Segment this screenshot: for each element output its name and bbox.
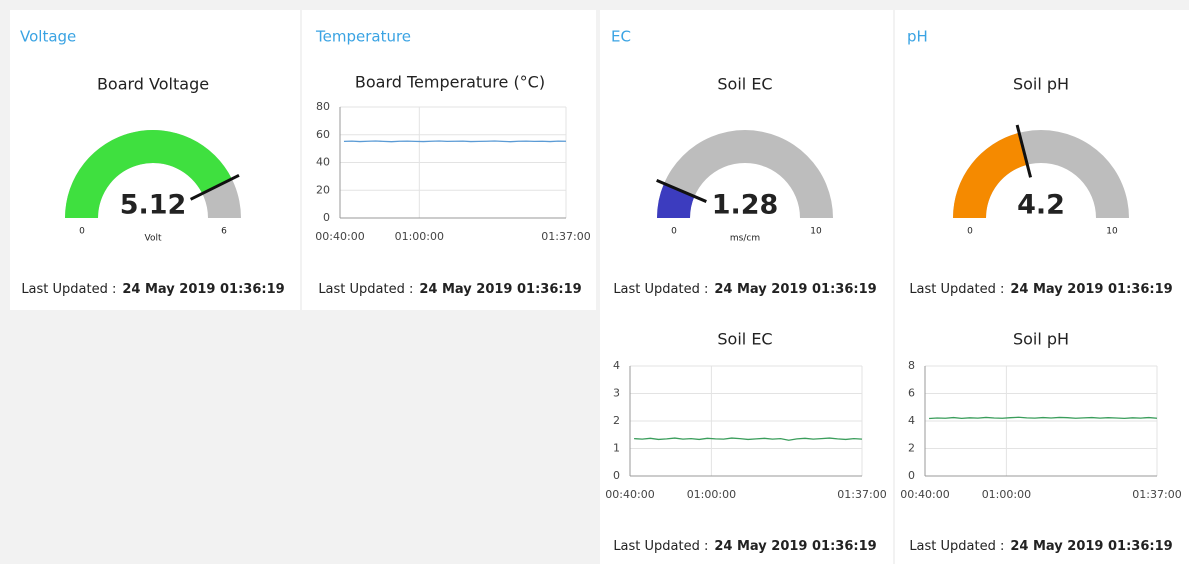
gauge-title: Soil pH (1013, 75, 1069, 94)
gauge-needle (189, 173, 240, 201)
last-updated: Last Updated : 24 May 2019 01:36:19 (909, 282, 1172, 297)
y-tick-label: 2 (613, 414, 620, 427)
group-title: Voltage (20, 28, 76, 46)
y-tick-label: 3 (613, 387, 620, 400)
x-tick-label: 00:40:00 (605, 488, 654, 501)
data-line (929, 416, 1158, 420)
gauge-fill (657, 183, 695, 218)
gauge-unit: ms/cm (730, 234, 760, 244)
gauge-needle (656, 179, 707, 203)
y-tick-label: 1 (613, 442, 620, 455)
last-updated: Last Updated : 24 May 2019 01:36:19 (21, 282, 284, 297)
last-updated: Last Updated : 24 May 2019 01:36:19 (613, 539, 876, 554)
gauge-title: Soil EC (717, 75, 772, 94)
gauge-tick-label: 6 (221, 227, 227, 237)
y-tick-label: 60 (316, 128, 330, 141)
gauge-fill (953, 132, 1028, 218)
y-tick-label: 4 (613, 359, 620, 372)
y-tick-label: 40 (316, 156, 330, 169)
y-tick-label: 80 (316, 100, 330, 113)
y-tick-label: 0 (323, 211, 330, 224)
last-updated-value: 24 May 2019 01:36:19 (714, 539, 876, 554)
x-tick-label: 00:40:00 (315, 230, 364, 243)
gauge-tick-label: 0 (967, 227, 973, 237)
x-tick-label: 01:37:00 (1132, 488, 1181, 501)
last-updated-value: 24 May 2019 01:36:19 (714, 282, 876, 297)
y-tick-label: 2 (908, 442, 915, 455)
last-updated-label: Last Updated : (613, 282, 708, 297)
last-updated-value: 24 May 2019 01:36:19 (122, 282, 284, 297)
last-updated-value: 24 May 2019 01:36:19 (1010, 539, 1172, 554)
gauge-title: Board Voltage (97, 75, 209, 94)
gauge-fill (65, 130, 232, 218)
gauge-tick-label: 0 (671, 227, 677, 237)
y-tick-label: 6 (908, 387, 915, 400)
x-tick-label: 01:37:00 (837, 488, 886, 501)
last-updated-value: 24 May 2019 01:36:19 (1010, 282, 1172, 297)
y-tick-label: 20 (316, 183, 330, 196)
gauge-tick-label: 10 (810, 227, 822, 237)
y-tick-label: 4 (908, 414, 915, 427)
card (895, 10, 1189, 564)
data-line (343, 140, 567, 143)
gauge-unit: Volt (145, 234, 162, 244)
chart-title: Board Temperature (°C) (355, 73, 545, 92)
y-tick-label: 0 (908, 469, 915, 482)
data-line (634, 437, 863, 441)
last-updated-label: Last Updated : (909, 282, 1004, 297)
last-updated-label: Last Updated : (613, 539, 708, 554)
y-tick-label: 8 (908, 359, 915, 372)
last-updated: Last Updated : 24 May 2019 01:36:19 (318, 282, 581, 297)
x-tick-label: 01:37:00 (541, 230, 590, 243)
x-tick-label: 01:00:00 (982, 488, 1031, 501)
last-updated: Last Updated : 24 May 2019 01:36:19 (613, 282, 876, 297)
gauge-needle (1015, 124, 1033, 178)
last-updated-label: Last Updated : (21, 282, 116, 297)
y-tick-label: 0 (613, 469, 620, 482)
last-updated-label: Last Updated : (318, 282, 413, 297)
last-updated: Last Updated : 24 May 2019 01:36:19 (909, 539, 1172, 554)
x-tick-label: 00:40:00 (900, 488, 949, 501)
gauge-value: 1.28 (712, 190, 779, 221)
x-tick-label: 01:00:00 (687, 488, 736, 501)
last-updated-label: Last Updated : (909, 539, 1004, 554)
last-updated-value: 24 May 2019 01:36:19 (419, 282, 581, 297)
group-title: pH (907, 28, 928, 46)
group-title: EC (611, 28, 631, 46)
group-title: Temperature (315, 28, 411, 46)
x-tick-label: 01:00:00 (395, 230, 444, 243)
chart-title: Soil EC (717, 330, 772, 349)
card (600, 10, 893, 564)
gauge-tick-label: 0 (79, 227, 85, 237)
card (302, 10, 596, 310)
gauge-tick-label: 10 (1106, 227, 1118, 237)
chart-title: Soil pH (1013, 330, 1069, 349)
gauge-track (657, 130, 833, 218)
gauge-value: 5.12 (120, 190, 187, 221)
gauge-value: 4.2 (1017, 190, 1065, 221)
